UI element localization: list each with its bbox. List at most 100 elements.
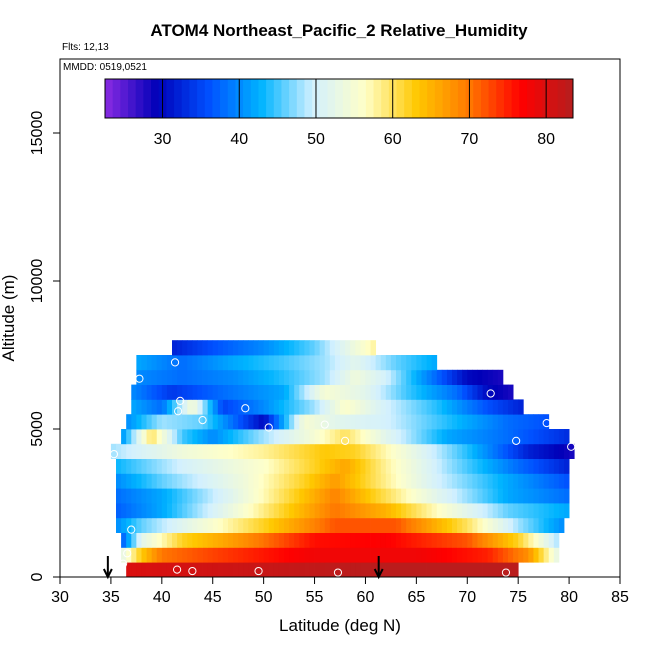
- heatmap-cell: [421, 443, 427, 459]
- heatmap-cell: [238, 384, 244, 400]
- heatmap-cell: [299, 473, 305, 489]
- colorbar-tick-label: 50: [307, 131, 325, 148]
- heatmap-cell: [273, 414, 280, 430]
- sample-point: [567, 442, 576, 451]
- heatmap-cell: [508, 458, 514, 474]
- heatmap-cell: [421, 355, 427, 371]
- heatmap-cell: [166, 503, 173, 519]
- heatmap-cell: [248, 503, 254, 519]
- heatmap-cell: [289, 488, 295, 504]
- heatmap-cell: [131, 414, 137, 430]
- heatmap-cell: [248, 443, 254, 459]
- heatmap-cell: [401, 443, 407, 459]
- heatmap-cell: [472, 414, 478, 430]
- heatmap-cell: [166, 547, 173, 563]
- heatmap-cell: [294, 429, 300, 445]
- heatmap-cell: [370, 355, 377, 371]
- heatmap-cell: [121, 532, 127, 548]
- heatmap-cell: [457, 369, 463, 385]
- heatmap-cell: [329, 532, 336, 548]
- heatmap-cell: [446, 547, 453, 563]
- heatmap-cell: [492, 562, 499, 578]
- heatmap-cell: [431, 458, 438, 474]
- heatmap-cell: [502, 458, 509, 474]
- heatmap-cell: [482, 414, 489, 430]
- heatmap-cell: [243, 384, 249, 400]
- heatmap-cell: [548, 443, 555, 459]
- heatmap-cell: [446, 414, 453, 430]
- heatmap-cell: [380, 547, 387, 563]
- heatmap-cell: [426, 414, 433, 430]
- heatmap-cell: [497, 399, 504, 415]
- heatmap-cell: [426, 369, 433, 385]
- heatmap-cell: [518, 414, 524, 430]
- heatmap-cell: [482, 458, 489, 474]
- heatmap-cell: [187, 517, 193, 533]
- heatmap-cell: [467, 532, 473, 548]
- heatmap-cell: [248, 340, 254, 356]
- heatmap-cell: [334, 458, 341, 474]
- heatmap-cell: [172, 562, 178, 578]
- colorbar-frame: [104, 78, 574, 119]
- heatmap-cell: [452, 414, 458, 430]
- heatmap-cell: [156, 473, 163, 489]
- heatmap-cell: [141, 473, 147, 489]
- heatmap-cell: [472, 517, 478, 533]
- heatmap-cell: [187, 473, 193, 489]
- heatmap-cell: [187, 340, 193, 356]
- heatmap-cell: [523, 473, 529, 489]
- heatmap-cell: [334, 399, 341, 415]
- heatmap-cell: [141, 532, 147, 548]
- heatmap-cell: [487, 458, 494, 474]
- heatmap-cell: [217, 532, 224, 548]
- heatmap-cell: [441, 369, 448, 385]
- heatmap-cell: [334, 517, 341, 533]
- heatmap-cell: [289, 503, 295, 519]
- heatmap-cell: [273, 443, 280, 459]
- heatmap-cell: [513, 503, 519, 519]
- heatmap-cell: [365, 429, 371, 445]
- heatmap-cell: [416, 532, 422, 548]
- heatmap-cell: [166, 488, 173, 504]
- heatmap-cell: [482, 503, 489, 519]
- heatmap-cell: [334, 340, 341, 356]
- heatmap-cell: [360, 562, 366, 578]
- heatmap-cell: [487, 369, 494, 385]
- x-tick-label: 70: [458, 589, 476, 606]
- heatmap-cell: [513, 429, 519, 445]
- heatmap-cell: [421, 473, 427, 489]
- heatmap-cell: [370, 532, 377, 548]
- heatmap-cell: [151, 399, 158, 415]
- heatmap-cell: [238, 488, 244, 504]
- heatmap-cell: [228, 414, 234, 430]
- heatmap-cell: [360, 488, 366, 504]
- heatmap-cell: [238, 562, 244, 578]
- heatmap-cell: [177, 503, 183, 519]
- heatmap-cell: [401, 458, 407, 474]
- heatmap-cell: [355, 473, 361, 489]
- heatmap-cell: [248, 369, 254, 385]
- heatmap-cell: [441, 458, 448, 474]
- heatmap-cell: [233, 532, 239, 548]
- heatmap-cell: [319, 369, 326, 385]
- heatmap-cell: [385, 369, 392, 385]
- colorbar-swatch: [220, 79, 229, 118]
- heatmap-cell: [492, 517, 499, 533]
- heatmap-cell: [564, 458, 570, 474]
- heatmap-cell: [365, 562, 371, 578]
- heatmap-cell: [452, 369, 458, 385]
- heatmap-cell: [182, 384, 188, 400]
- heatmap-cell: [284, 414, 290, 430]
- heatmap-cell: [146, 532, 153, 548]
- heatmap-cell: [482, 369, 489, 385]
- heatmap-cell: [126, 517, 132, 533]
- heatmap-cell: [131, 547, 137, 563]
- sample-point: [333, 568, 343, 577]
- heatmap-cell: [334, 414, 341, 430]
- heatmap-cell: [345, 532, 351, 548]
- heatmap-cell: [228, 399, 234, 415]
- heatmap-cell: [182, 562, 188, 578]
- heatmap-cell: [217, 517, 224, 533]
- heatmap-cell: [309, 443, 315, 459]
- heatmap-cell: [340, 369, 346, 385]
